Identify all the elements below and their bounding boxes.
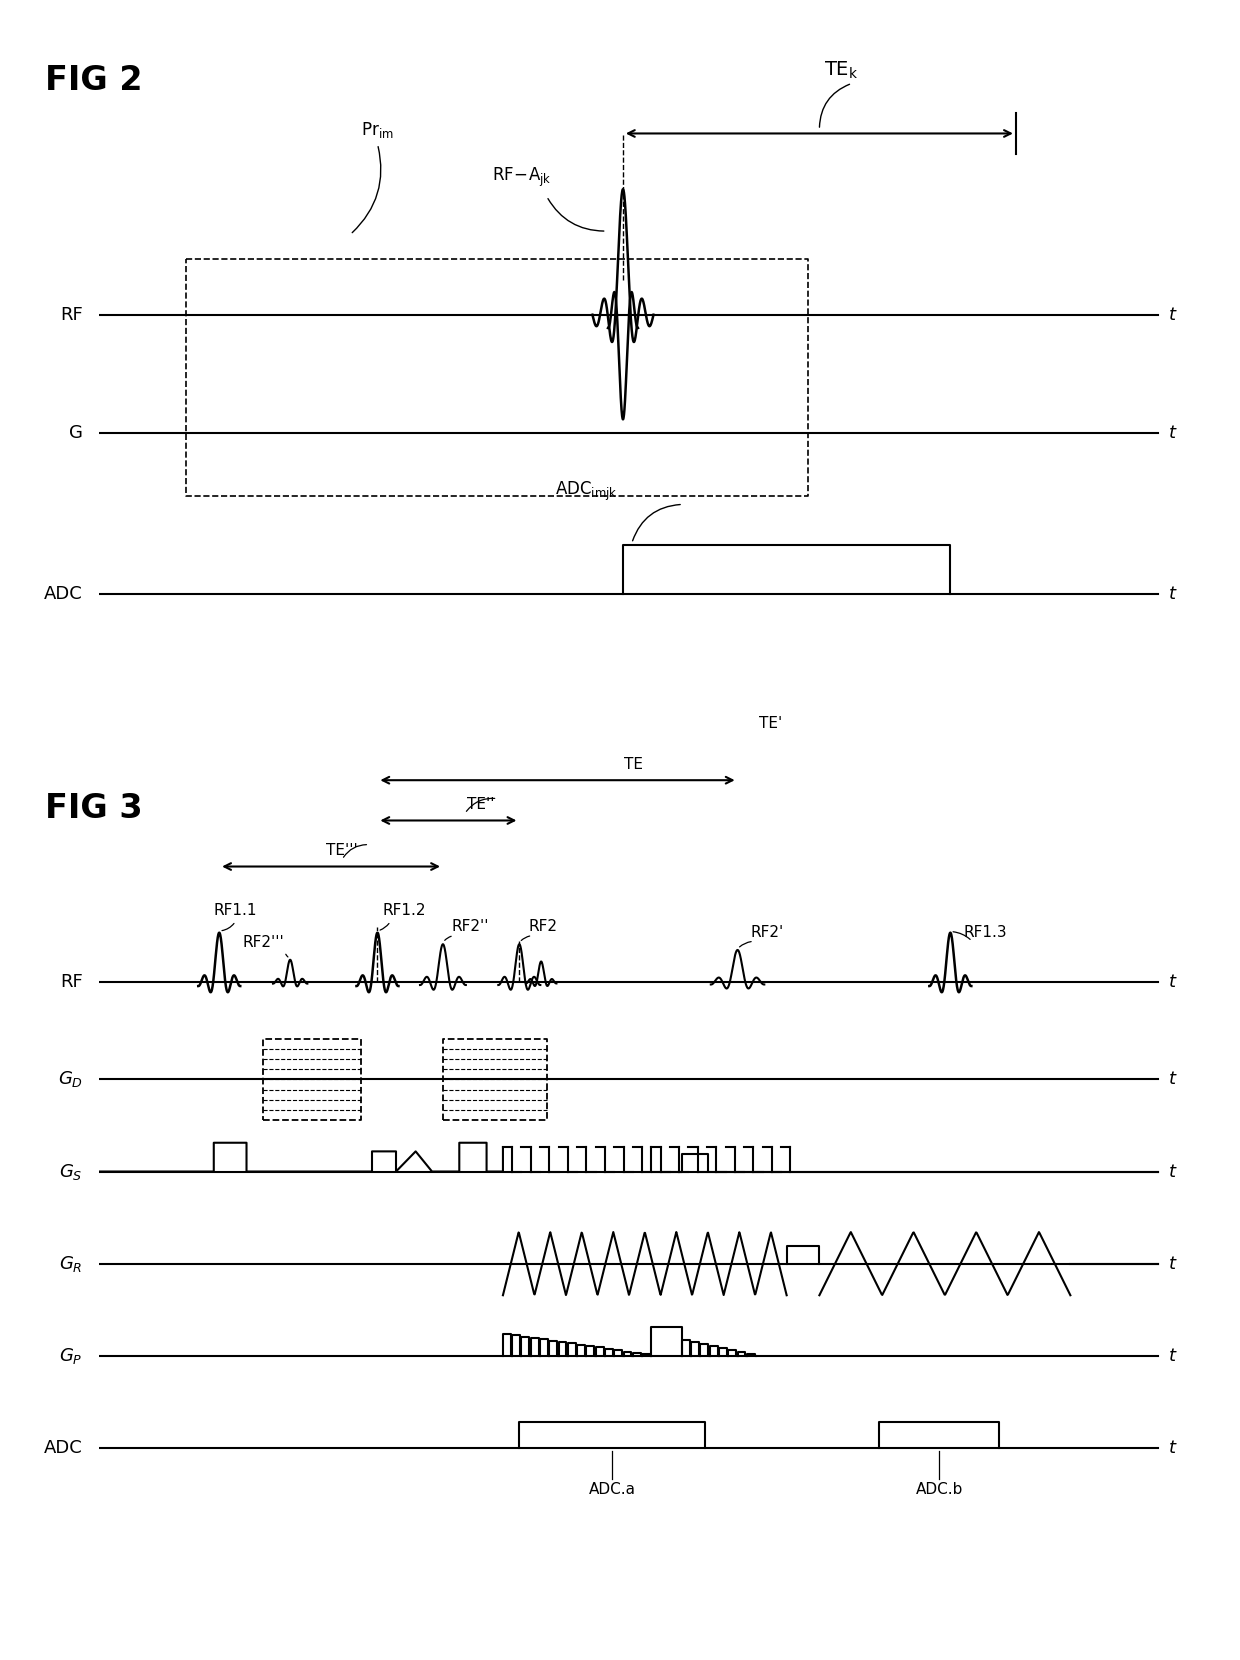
Text: $\mathrm{RF\!-\!A_{jk}}$: $\mathrm{RF\!-\!A_{jk}}$ (492, 166, 552, 189)
Text: RF1.2: RF1.2 (383, 903, 427, 918)
Text: RF2': RF2' (750, 925, 784, 940)
Text: RF1.3: RF1.3 (963, 925, 1007, 940)
Text: $G_R$: $G_R$ (60, 1253, 83, 1273)
Text: t: t (1168, 1255, 1176, 1273)
Text: t: t (1168, 1346, 1176, 1365)
Text: ADC.b: ADC.b (915, 1482, 963, 1497)
Text: t: t (1168, 1162, 1176, 1180)
Text: $G_D$: $G_D$ (58, 1069, 83, 1089)
Text: RF2: RF2 (528, 920, 557, 935)
Text: FIG 3: FIG 3 (45, 792, 143, 825)
Text: RF1.1: RF1.1 (213, 903, 257, 918)
Text: $\mathrm{ADC_{imjk}}$: $\mathrm{ADC_{imjk}}$ (556, 480, 618, 503)
Text: t: t (1168, 305, 1176, 324)
Text: FIG 2: FIG 2 (45, 63, 143, 96)
Text: ADC.a: ADC.a (589, 1482, 636, 1497)
Text: ADC: ADC (45, 584, 83, 603)
Text: RF: RF (60, 305, 83, 324)
Text: $G_S$: $G_S$ (60, 1162, 83, 1182)
Text: RF2'': RF2'' (451, 920, 489, 935)
Text: t: t (1168, 425, 1176, 442)
Text: t: t (1168, 584, 1176, 603)
Text: t: t (1168, 1071, 1176, 1089)
Text: G: G (69, 425, 83, 442)
Text: TE''': TE''' (326, 843, 358, 858)
Text: RF: RF (60, 973, 83, 991)
Text: ADC: ADC (45, 1439, 83, 1457)
Text: RF2''': RF2''' (243, 935, 285, 950)
Text: $G_P$: $G_P$ (60, 1346, 83, 1366)
Text: $\mathrm{Pr_{im}}$: $\mathrm{Pr_{im}}$ (361, 121, 394, 141)
Text: $\mathrm{TE_k}$: $\mathrm{TE_k}$ (825, 60, 858, 81)
Text: t: t (1168, 973, 1176, 991)
Text: TE: TE (625, 757, 644, 772)
Text: t: t (1168, 1439, 1176, 1457)
Text: TE'': TE'' (467, 797, 495, 812)
Text: TE': TE' (759, 715, 782, 732)
